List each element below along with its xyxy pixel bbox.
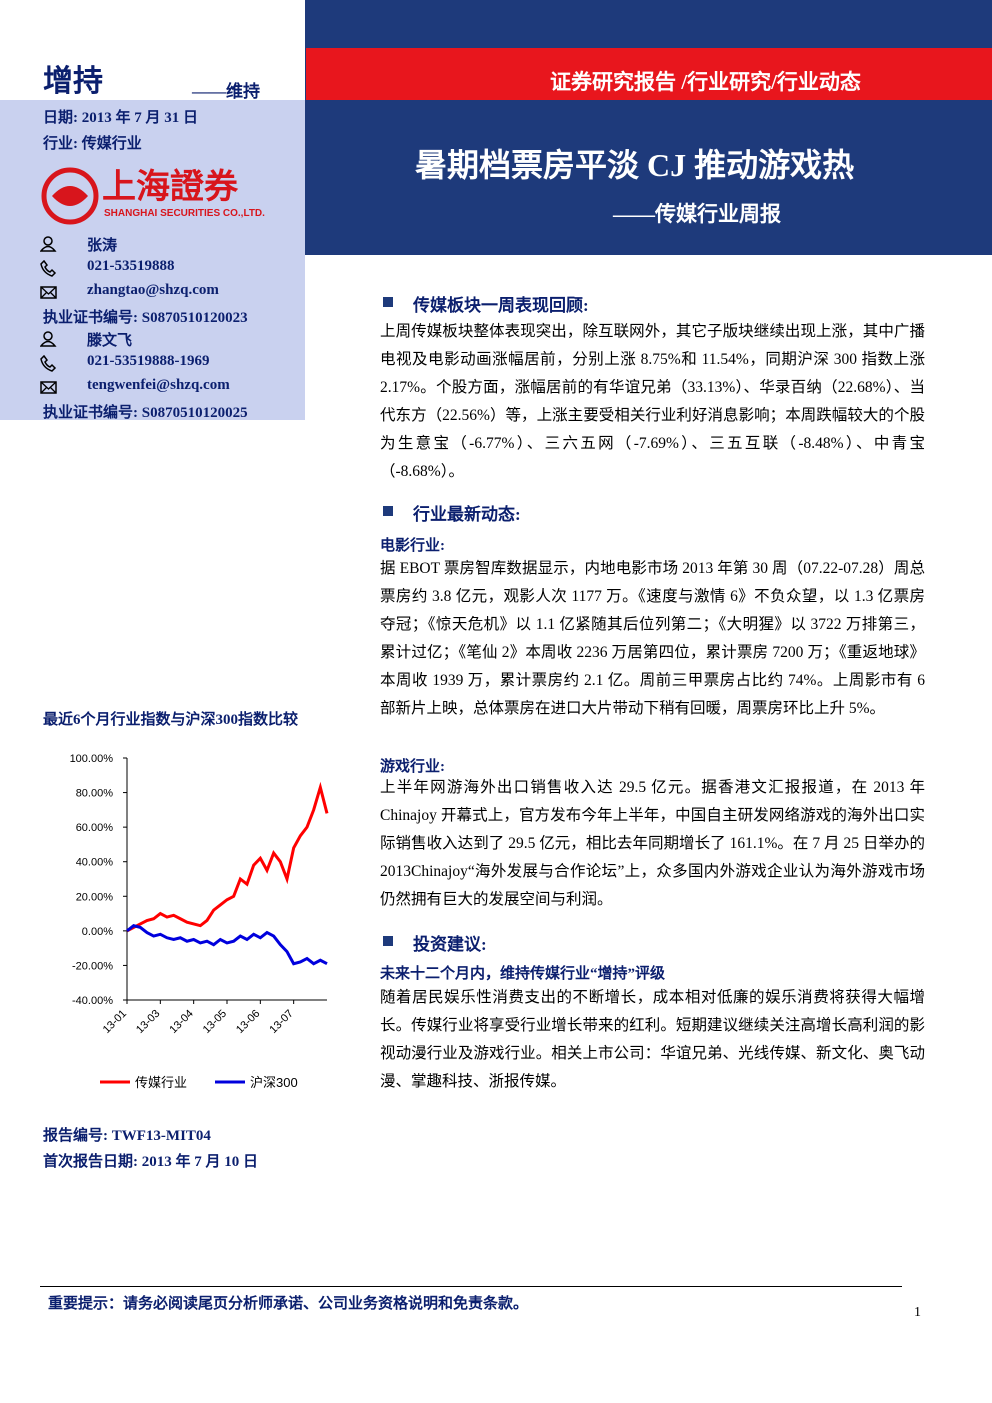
header-band: [305, 48, 992, 100]
category: 证券研究报告 /行业研究/行业动态: [550, 70, 861, 94]
logo-en: SHANGHAI SECURITIES CO.,LTD.: [104, 208, 265, 219]
line-series: [126, 924, 328, 966]
divider: [305, 0, 306, 100]
legend-label: 沪深300: [250, 1075, 298, 1090]
y-tick-label: 0.00%: [82, 926, 113, 938]
icon: [40, 259, 58, 283]
icon: [40, 284, 58, 307]
subheading: 游戏行业:: [380, 759, 445, 775]
footer-rule: [40, 1286, 902, 1287]
x-tick-label: 13-01: [101, 1008, 129, 1036]
subtitle: ——传媒行业周报: [613, 202, 781, 226]
section-heading: 投资建议:: [413, 935, 487, 954]
analyst-name: 张涛: [87, 238, 118, 254]
title: 暑期档票房平淡 CJ 推动游戏热: [415, 147, 855, 183]
subheading: 未来十二个月内，维持传媒行业“增持”评级: [380, 966, 666, 982]
x-tick-label: 13-06: [234, 1008, 262, 1036]
y-tick-label: 60.00%: [76, 822, 114, 834]
x-tick-label: 13-07: [267, 1008, 295, 1036]
legend-label: 传媒行业: [135, 1075, 187, 1090]
y-tick-label: 80.00%: [76, 788, 114, 800]
icon: [40, 379, 58, 402]
analyst-cert: 执业证书编号: S0870510120023: [43, 310, 248, 326]
y-tick-label: -40.00%: [72, 995, 113, 1007]
analyst-email: zhangtao@shzq.com: [87, 282, 219, 298]
rating-change: ——维持: [192, 82, 260, 101]
analyst-cert: 执业证书编号: S0870510120025: [43, 405, 248, 421]
industry: 行业: 传媒行业: [43, 136, 142, 152]
header-band: [305, 0, 992, 48]
date: 日期: 2013 年 7 月 31 日: [43, 110, 198, 126]
icon: [40, 354, 58, 378]
bullet: [383, 506, 393, 516]
x-tick-label: 13-04: [167, 1008, 195, 1036]
logo: 上海證券 SHANGHAI SECURITIES CO.,LTD.: [41, 167, 265, 225]
paragraph: 上周传媒板块整体表现突出，除互联网外，其它子版块继续出现上涨，其中广播电视及电影…: [380, 323, 925, 480]
rating: 增持: [43, 65, 103, 98]
analyst-phone: 021-53519888: [87, 258, 175, 274]
bullet: [383, 297, 393, 307]
icon: [39, 331, 58, 354]
logo-name: 上海證券: [102, 167, 239, 206]
y-tick-label: 100.00%: [70, 753, 114, 765]
subheading: 电影行业:: [380, 538, 445, 554]
chart-title: 最近6个月行业指数与沪深300指数比较: [43, 712, 299, 728]
analyst-email: tengwenfei@shzq.com: [87, 377, 230, 393]
chart: -40.00% -20.00% 0.00% 20.00% 40.00% 60.00% 80.…: [70, 753, 329, 1090]
x-tick-label: 13-05: [201, 1008, 229, 1036]
y-tick-label: 20.00%: [76, 891, 114, 903]
section-heading: 行业最新动态:: [413, 505, 521, 524]
footer-notice: 重要提示：请务必阅读尾页分析师承诺、公司业务资格说明和免责条款。: [48, 1296, 529, 1312]
y-tick-label: -20.00%: [72, 960, 113, 972]
paragraph: 随着居民娱乐性消费支出的不断增长，成本相对低廉的娱乐消费将获得大幅增长。传媒行业…: [380, 989, 925, 1090]
page-number: 1: [914, 1305, 921, 1320]
first-date: 首次报告日期: 2013 年 7 月 10 日: [43, 1154, 258, 1170]
paragraph: 据 EBOT 票房智库数据显示，内地电影市场 2013 年第 30 周（07.2…: [380, 560, 925, 717]
line-series: [126, 781, 329, 933]
x-tick-label: 13-03: [134, 1008, 162, 1036]
analyst-name: 滕文飞: [87, 333, 133, 349]
paragraph: 上半年网游海外出口销售收入达 29.5 亿元。据香港文汇报报道，在 2013 年…: [380, 779, 925, 908]
report-number: 报告编号: TWF13-MIT04: [43, 1128, 211, 1144]
analyst-phone: 021-53519888-1969: [87, 353, 210, 369]
y-tick-label: 40.00%: [76, 857, 114, 869]
section-heading: 传媒板块一周表现回顾:: [413, 296, 589, 315]
bullet: [383, 936, 393, 946]
header-band: [305, 100, 992, 255]
icon: [39, 236, 58, 259]
